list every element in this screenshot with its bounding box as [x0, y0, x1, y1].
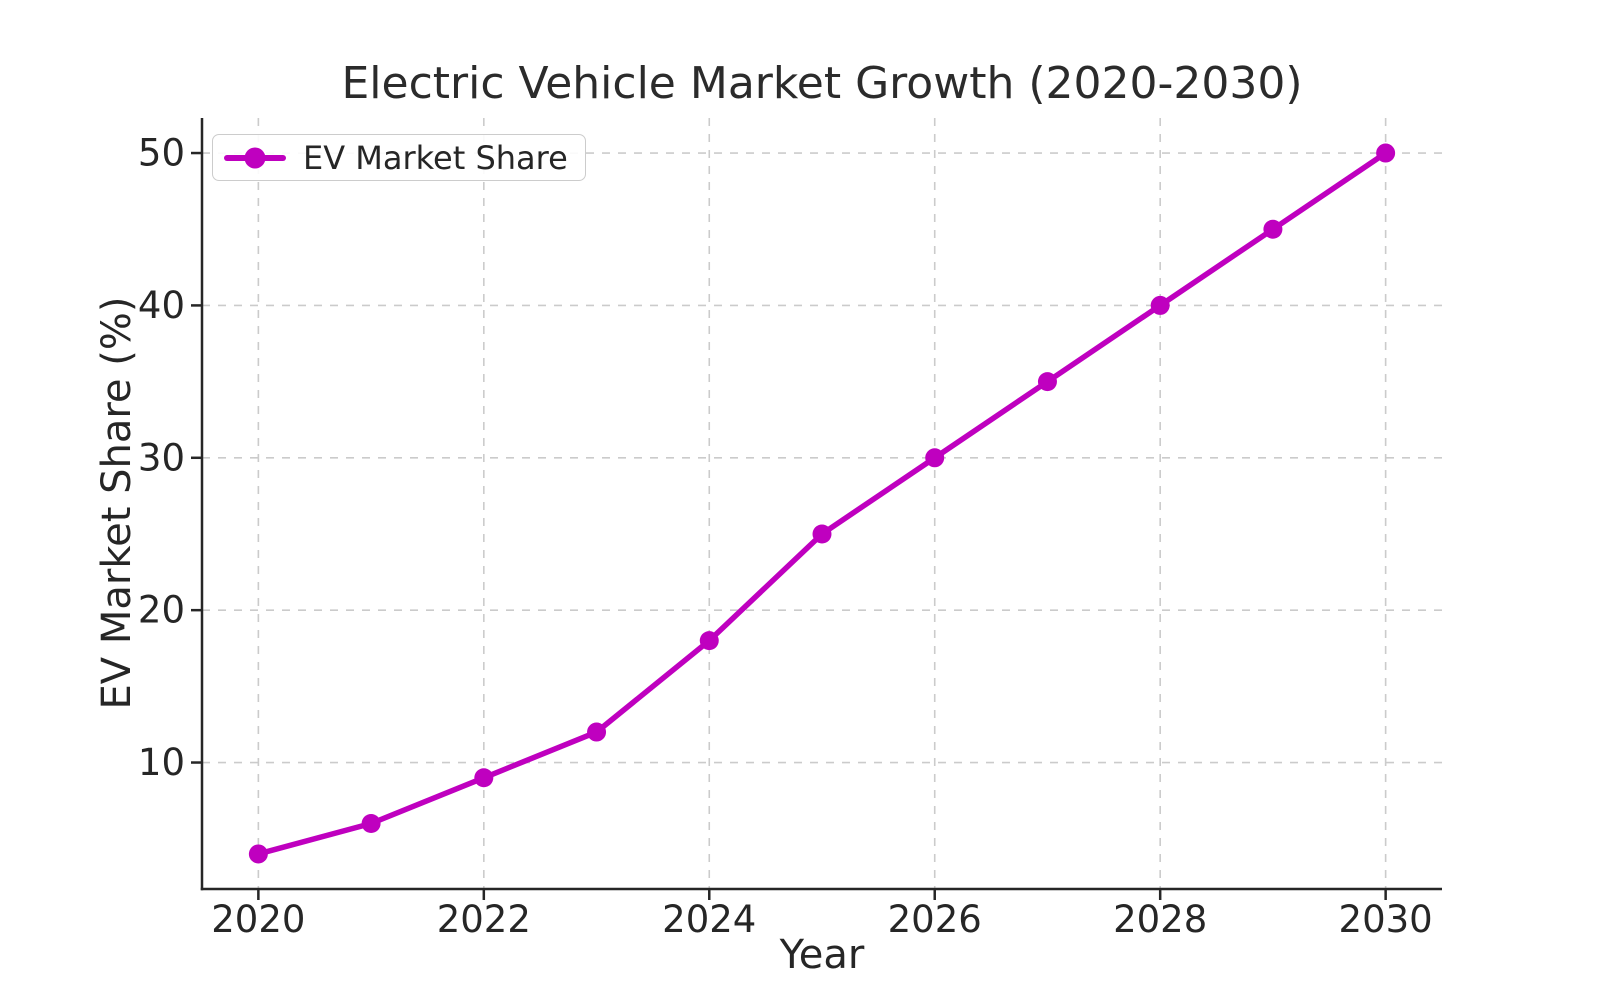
y-tick-label: 20 — [138, 589, 185, 632]
x-axis-label: Year — [779, 932, 865, 978]
data-point-marker — [1150, 295, 1170, 315]
legend-label: EV Market Share — [303, 138, 568, 177]
data-point-marker — [1037, 372, 1057, 392]
x-tick-label: 2030 — [1339, 898, 1433, 941]
data-point-marker — [812, 524, 832, 544]
y-tick-label: 50 — [138, 132, 185, 175]
chart-title: Electric Vehicle Market Growth (2020-203… — [341, 58, 1303, 109]
data-point-marker — [587, 722, 607, 742]
data-point-marker — [361, 813, 381, 833]
y-tick-label: 30 — [138, 436, 185, 479]
x-tick-label: 2028 — [1113, 898, 1207, 941]
y-tick-label: 40 — [138, 284, 185, 327]
data-point-marker — [474, 768, 494, 788]
x-tick-label: 2022 — [437, 898, 531, 941]
data-point-marker — [1263, 219, 1283, 239]
data-point-marker — [1376, 143, 1396, 163]
y-tick-label: 10 — [138, 741, 185, 784]
x-tick-label: 2020 — [211, 898, 305, 941]
series-line — [255, 150, 1389, 857]
data-point-marker — [248, 844, 268, 864]
x-tick-label: 2026 — [888, 898, 982, 941]
x-tick-label: 2024 — [662, 898, 756, 941]
data-point-marker — [925, 448, 945, 468]
legend: EV Market Share — [212, 134, 586, 181]
data-point-marker — [699, 631, 719, 651]
y-axis-label: EV Market Share (%) — [94, 296, 140, 710]
legend-line-sample — [224, 147, 286, 169]
legend-circle-marker-icon — [244, 147, 266, 168]
